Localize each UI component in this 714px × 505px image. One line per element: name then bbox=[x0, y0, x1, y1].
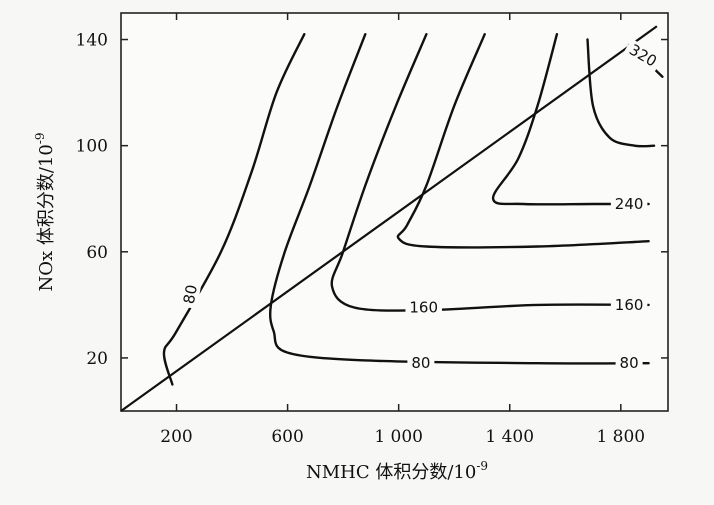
y-tick-label: 60 bbox=[86, 243, 108, 263]
contour-label-text: 80 bbox=[411, 354, 430, 372]
contour-label-text: 80 bbox=[180, 283, 201, 305]
contour-label-bg bbox=[610, 295, 648, 314]
ridge-line bbox=[120, 25, 658, 412]
contour-line-160 bbox=[330, 33, 650, 312]
contour-label-bg bbox=[407, 354, 435, 373]
contour-label-bg bbox=[610, 195, 648, 213]
contour-line bbox=[268, 33, 650, 365]
x-tick-label: 1 400 bbox=[485, 427, 534, 447]
contour-label-bg bbox=[179, 279, 202, 310]
ridge-line-path bbox=[120, 25, 658, 412]
contour-label-bg bbox=[622, 38, 664, 73]
y-tick-label: 20 bbox=[86, 349, 108, 369]
contour-label: 80 bbox=[615, 354, 643, 373]
x-tick-label: 1 000 bbox=[374, 427, 423, 447]
contour-label-bg bbox=[615, 354, 643, 373]
y-axis-title: NOx 体积分数/10-9 bbox=[33, 132, 57, 291]
contour-label: 80 bbox=[407, 354, 435, 373]
contour-label-text: 240 bbox=[615, 195, 644, 213]
contour-label: 160 bbox=[610, 295, 648, 314]
contour-label-text: 80 bbox=[620, 354, 639, 372]
y-tick-label: 100 bbox=[76, 137, 108, 157]
contour-label-text: 160 bbox=[409, 299, 438, 317]
x-tick-label: 200 bbox=[160, 427, 192, 447]
contour-label: 160 bbox=[405, 298, 442, 317]
contour-line bbox=[586, 38, 656, 148]
contour-label: 80 bbox=[179, 279, 202, 310]
contour-line bbox=[396, 33, 650, 249]
axis-ticks: 200 600 1 000 1 400 1 800 20 60 100 140 bbox=[76, 13, 668, 447]
contour-label: 240 bbox=[610, 195, 648, 213]
x-tick-label: 1 800 bbox=[596, 427, 645, 447]
x-tick-label: 600 bbox=[271, 427, 303, 447]
contour-line-240 bbox=[491, 33, 650, 206]
x-axis-title: NMHC 体积分数/10-9 bbox=[306, 459, 488, 483]
y-tick-label: 140 bbox=[76, 31, 108, 51]
contour-label-text: 160 bbox=[615, 296, 644, 314]
contour-label-bg bbox=[405, 298, 442, 317]
contour-line-80 bbox=[162, 33, 306, 386]
